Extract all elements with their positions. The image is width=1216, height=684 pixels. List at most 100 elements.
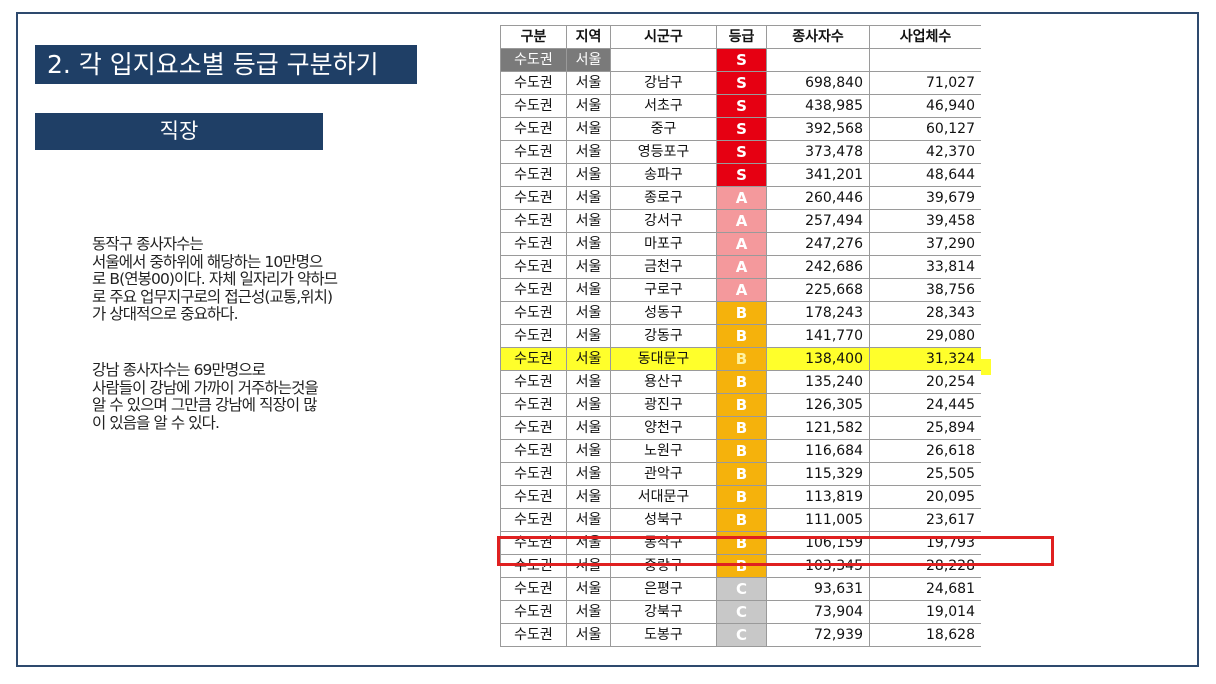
cell-district: 강동구 [610,324,717,348]
cell-businesses: 60,127 [869,117,981,141]
table-row: 수도권 서울 성북구 B 111,005 23,617 [500,508,981,532]
cell-category: 수도권 [500,623,567,647]
table-row: 수도권 서울 강동구 B 141,770 29,080 [500,324,981,348]
cell-region: 서울 [566,48,611,72]
cell-region: 서울 [566,301,611,325]
table-row: 수도권 서울 중구 S 392,568 60,127 [500,117,981,141]
cell-category: 수도권 [500,439,567,463]
cell-grade: S [716,94,767,118]
cell-region: 서울 [566,439,611,463]
cell-category: 수도권 [500,209,567,233]
cell-region: 서울 [566,370,611,394]
table-row: 수도권 서울 서초구 S 438,985 46,940 [500,94,981,118]
header-district: 시군구 [610,25,717,49]
cell-businesses: 48,644 [869,163,981,187]
cell-category: 수도권 [500,416,567,440]
cell-employees [766,48,870,72]
cell-grade: B [716,393,767,417]
cell-businesses: 31,324 [869,347,981,371]
cell-grade: B [716,439,767,463]
cell-region: 서울 [566,324,611,348]
cell-employees: 135,240 [766,370,870,394]
cell-employees: 116,684 [766,439,870,463]
paragraph-gangnam: 강남 종사자수는 69만명으로 사람들이 강남에 가까이 거주하는것을 알 수 … [92,361,392,432]
text-line: 강남 종사자수는 69만명으로 [92,361,266,379]
cell-employees: 438,985 [766,94,870,118]
table-row: 수도권 서울 중랑구 B 103,345 28,228 [500,554,981,578]
cell-grade: A [716,209,767,233]
cell-district: 강남구 [610,71,717,95]
cell-region: 서울 [566,462,611,486]
table-row: 수도권 서울 양천구 B 121,582 25,894 [500,416,981,440]
cell-grade: B [716,370,767,394]
table-row: 수도권 서울 서대문구 B 113,819 20,095 [500,485,981,509]
cell-category: 수도권 [500,163,567,187]
cell-category: 수도권 [500,324,567,348]
cell-category: 수도권 [500,140,567,164]
cell-employees: 93,631 [766,577,870,601]
cell-grade: S [716,140,767,164]
cell-businesses: 28,343 [869,301,981,325]
cell-region: 서울 [566,416,611,440]
cell-category: 수도권 [500,347,567,371]
cell-businesses: 19,793 [869,531,981,555]
cell-category: 수도권 [500,186,567,210]
cell-district: 구로구 [610,278,717,302]
text-line: 로 B(연봉00)이다. 자체 일자리가 약하므 [92,270,338,288]
header-employees: 종사자수 [766,25,870,49]
cell-category: 수도권 [500,255,567,279]
table-row: 수도권 서울 강북구 C 73,904 19,014 [500,600,981,624]
cell-category: 수도권 [500,577,567,601]
cell-district: 영등포구 [610,140,717,164]
cell-employees: 121,582 [766,416,870,440]
cell-region: 서울 [566,393,611,417]
cell-region: 서울 [566,140,611,164]
cell-district: 성동구 [610,301,717,325]
cell-district: 서초구 [610,94,717,118]
cell-category: 수도권 [500,301,567,325]
cell-businesses: 25,894 [869,416,981,440]
cell-grade: B [716,462,767,486]
cell-businesses [869,48,981,72]
table-row: 수도권 서울 송파구 S 341,201 48,644 [500,163,981,187]
cell-category: 수도권 [500,278,567,302]
cell-region: 서울 [566,163,611,187]
cell-businesses: 20,095 [869,485,981,509]
cell-district: 도봉구 [610,623,717,647]
text-line: 가 상대적으로 중요하다. [92,305,239,323]
text-line: 이 있음을 알 수 있다. [92,413,220,432]
cell-grade: A [716,186,767,210]
cell-employees: 247,276 [766,232,870,256]
cell-category: 수도권 [500,485,567,509]
cell-region: 서울 [566,600,611,624]
cell-employees: 373,478 [766,140,870,164]
cell-grade: A [716,278,767,302]
cell-businesses: 26,618 [869,439,981,463]
cell-grade: C [716,623,767,647]
cell-grade: A [716,232,767,256]
table-row: 수도권 서울 성동구 B 178,243 28,343 [500,301,981,325]
cell-region: 서울 [566,623,611,647]
cell-businesses: 38,756 [869,278,981,302]
cell-businesses: 42,370 [869,140,981,164]
table-row: 수도권 서울 노원구 B 116,684 26,618 [500,439,981,463]
cell-grade: S [716,48,767,72]
cell-employees: 138,400 [766,347,870,371]
cell-employees: 178,243 [766,301,870,325]
cell-grade: C [716,600,767,624]
cell-businesses: 71,027 [869,71,981,95]
paragraph-dongjak: 동작구 종사자수는 서울에서 중하위에 해당하는 10만명으 로 B(연봉00)… [92,235,392,324]
cell-district: 종로구 [610,186,717,210]
cell-employees: 257,494 [766,209,870,233]
table-row: 수도권 서울 도봉구 C 72,939 18,628 [500,623,981,647]
cell-grade: C [716,577,767,601]
cell-region: 서울 [566,94,611,118]
table-row: 수도권 서울 영등포구 S 373,478 42,370 [500,140,981,164]
cell-employees: 260,446 [766,186,870,210]
cell-region: 서울 [566,577,611,601]
table-row: 수도권 서울 동작구 B 106,159 19,793 [500,531,981,555]
text-line: 로 주요 업무지구로의 접근성(교통,위치) [92,287,333,306]
header-region: 지역 [566,25,611,49]
cell-grade: B [716,301,767,325]
table-row: 수도권 서울 금천구 A 242,686 33,814 [500,255,981,279]
